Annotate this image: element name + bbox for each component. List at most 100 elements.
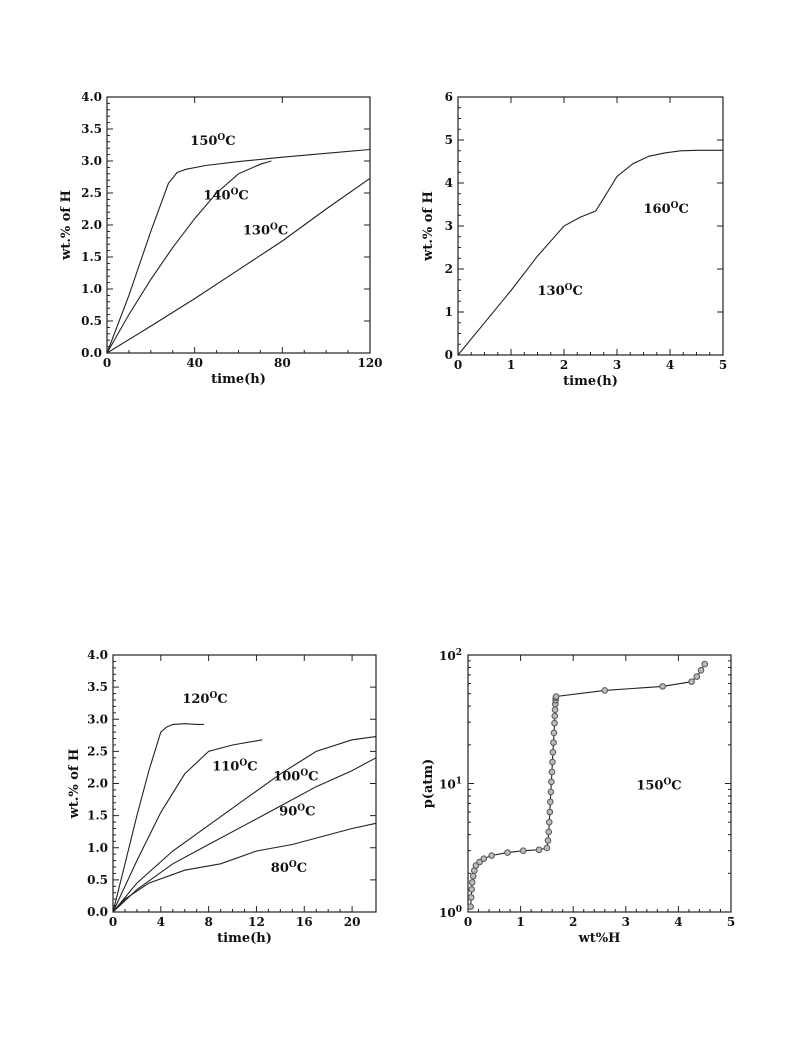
y-tick-label: 3.5 (81, 122, 102, 136)
plot-frame (467, 654, 732, 913)
x-axis-label: time(h) (211, 372, 266, 387)
x-tick-label: 1 (516, 915, 524, 929)
plot-frame (112, 654, 377, 913)
data-point (549, 758, 556, 766)
temperature-label: 150OC (190, 133, 235, 149)
data-point (548, 778, 555, 786)
x-axis-label: time(h) (563, 374, 618, 389)
y-tick-label: 4 (445, 176, 453, 190)
data-point (693, 673, 701, 680)
x-tick-label: 8 (204, 915, 212, 929)
data-point (488, 852, 495, 859)
y-tick-label: 3 (445, 219, 453, 233)
temperature-label: 80OC (271, 860, 307, 876)
data-point (551, 706, 559, 714)
data-point (476, 858, 483, 866)
y-tick-label: 2 (445, 262, 453, 276)
temperature-label: 110OC (212, 759, 257, 775)
y-axis-label: wt.% of H (421, 191, 436, 262)
y-tick-label: 1.5 (87, 809, 108, 823)
data-point (550, 739, 557, 746)
x-tick-label: 16 (296, 915, 313, 929)
data-point (552, 693, 560, 700)
data-point (544, 837, 552, 844)
y-tick-label: 102 (439, 648, 462, 663)
y-tick-label: 0.0 (81, 346, 102, 360)
y-axis-label: wt.% of H (67, 749, 82, 820)
x-tick-label: 2 (560, 358, 568, 372)
y-tick-label: 3.0 (87, 712, 108, 726)
x-tick-label: 3 (622, 915, 630, 929)
y-tick-label: 5 (445, 133, 453, 147)
data-point (480, 855, 488, 862)
temperature-label: 120OC (182, 691, 227, 707)
data-point (468, 879, 476, 886)
data-point (469, 872, 477, 880)
x-tick-label: 4 (157, 915, 165, 929)
y-tick-label: 1.5 (81, 250, 102, 264)
y-tick-label: 100 (439, 905, 462, 920)
x-tick-label: 3 (613, 358, 621, 372)
data-point (504, 849, 511, 856)
x-tick-label: 5 (719, 358, 727, 372)
y-tick-label: 2.0 (87, 777, 108, 791)
y-tick-label: 6 (445, 90, 453, 104)
x-tick-label: 4 (674, 915, 682, 929)
x-tick-label: 80 (274, 356, 291, 370)
series-line-1 (112, 739, 263, 913)
temperature-label: 130OC (243, 223, 288, 239)
series-line-1 (106, 160, 272, 354)
temperature-label: 160OC (644, 201, 689, 217)
series-line-0 (457, 149, 723, 356)
temperature-label: 140OC (203, 187, 248, 203)
data-point (468, 886, 475, 893)
chart-br: 0 1 2 3 4 5 wt%H p(atm) (421, 654, 735, 946)
series-line-2 (106, 177, 371, 354)
chart-tr: 0 1 2 3 4 5 0 1 2 3 4 5 6 time(h) wt.% of H (421, 90, 727, 389)
data-point (543, 844, 551, 852)
x-tick-label: 0 (109, 915, 117, 929)
y-tick-label: 0.5 (81, 314, 102, 328)
chart-tl: 0 40 80 120 0.0 0.5 1.0 1.5 2.0 2.5 3.0 3.5 4.0 time(… (59, 90, 383, 387)
series-line-4 (112, 822, 377, 913)
y-tick-label: 2.5 (81, 186, 102, 200)
data-point (535, 846, 543, 854)
data-point (550, 729, 558, 737)
plot-frame (457, 96, 724, 356)
series-line-0 (106, 148, 371, 354)
y-tick-label: 3.5 (87, 680, 108, 694)
y-tick-label: 1 (445, 305, 453, 319)
data-point (701, 660, 709, 668)
x-tick-label: 0 (454, 358, 462, 372)
y-axis-label: p(atm) (421, 759, 436, 809)
data-point (548, 768, 556, 776)
x-tick-label: 0 (103, 356, 111, 370)
x-tick-label: 0 (464, 915, 472, 929)
x-tick-label: 120 (357, 356, 382, 370)
y-tick-label: 0.0 (87, 905, 108, 919)
temperature-label: 130OC (538, 283, 583, 299)
x-tick-label: 4 (666, 358, 674, 372)
data-point (545, 818, 553, 826)
data-point (601, 687, 609, 694)
data-point (551, 712, 559, 720)
chart-bl: 0 4 8 12 16 20 0.0 0.5 1.0 1.5 2.0 2.5 3.0 3.5 4.0 time… (67, 648, 377, 946)
x-axis-label: wt%H (578, 931, 621, 946)
y-axis-label: wt.% of H (59, 190, 74, 261)
temperature-label: 90OC (279, 804, 315, 820)
data-point (659, 683, 666, 690)
y-tick-label: 0 (445, 348, 453, 362)
y-tick-label: 1.0 (87, 841, 108, 855)
y-tick-label: 4.0 (81, 90, 102, 104)
data-point (547, 788, 555, 796)
data-point (467, 894, 475, 901)
data-point (545, 828, 553, 836)
x-tick-label: 40 (186, 356, 203, 370)
y-tick-label: 2.0 (81, 218, 102, 232)
plot-frame (106, 96, 371, 354)
y-tick-label: 0.5 (87, 873, 108, 887)
temperature-label: 150OC (636, 777, 681, 793)
data-point (467, 903, 474, 910)
x-tick-label: 12 (248, 915, 265, 929)
